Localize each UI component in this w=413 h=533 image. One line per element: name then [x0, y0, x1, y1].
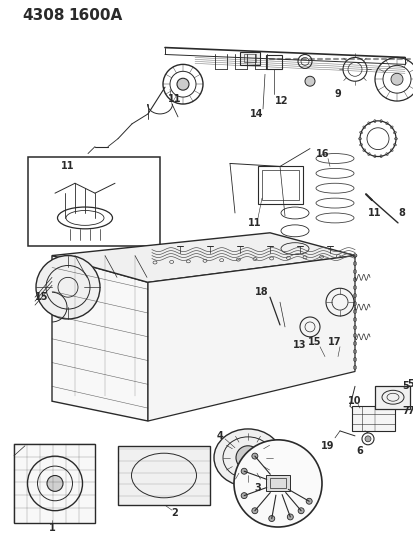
Circle shape: [390, 74, 402, 85]
Circle shape: [306, 498, 311, 504]
Circle shape: [36, 256, 100, 319]
Polygon shape: [374, 386, 409, 409]
Bar: [240, 52, 259, 66]
Text: 1: 1: [48, 523, 55, 533]
Circle shape: [233, 440, 321, 527]
Circle shape: [297, 508, 304, 514]
Text: 17: 17: [328, 337, 341, 347]
Circle shape: [177, 78, 189, 90]
Text: 6: 6: [356, 446, 363, 456]
Text: 10: 10: [347, 396, 361, 406]
Polygon shape: [52, 233, 354, 282]
Text: 7: 7: [402, 406, 408, 416]
Text: 15: 15: [308, 337, 321, 347]
Polygon shape: [52, 256, 147, 421]
Polygon shape: [14, 444, 95, 523]
Text: 4308: 4308: [22, 9, 64, 23]
Circle shape: [241, 469, 247, 474]
Text: 16: 16: [316, 149, 329, 158]
Text: 14: 14: [249, 109, 263, 119]
Text: 5: 5: [402, 381, 408, 391]
Text: 1600A: 1600A: [68, 9, 122, 23]
Text: 5: 5: [406, 379, 413, 390]
Text: 3: 3: [254, 483, 261, 494]
Text: 8: 8: [398, 208, 404, 218]
Text: 18: 18: [254, 287, 268, 297]
Bar: [266, 55, 281, 69]
Text: 11: 11: [248, 218, 261, 228]
Circle shape: [241, 492, 247, 498]
Text: 12: 12: [275, 96, 288, 106]
Circle shape: [251, 453, 257, 459]
Polygon shape: [147, 256, 354, 421]
Bar: [257, 166, 302, 204]
Text: 4: 4: [216, 431, 223, 441]
Circle shape: [251, 508, 257, 514]
Text: 19: 19: [320, 441, 334, 451]
Bar: [243, 54, 255, 62]
Text: 11: 11: [61, 161, 75, 172]
Polygon shape: [118, 446, 209, 505]
Bar: [266, 475, 289, 491]
Circle shape: [287, 514, 292, 520]
Text: 13: 13: [292, 340, 306, 350]
Bar: [261, 171, 298, 200]
Bar: [28, 157, 159, 246]
Circle shape: [235, 446, 259, 470]
Circle shape: [304, 76, 314, 86]
Circle shape: [47, 475, 63, 491]
Text: 11: 11: [168, 94, 181, 104]
Ellipse shape: [214, 429, 281, 487]
Circle shape: [268, 515, 274, 521]
Text: 11: 11: [367, 208, 381, 218]
Circle shape: [364, 436, 370, 442]
Text: 7: 7: [406, 406, 413, 416]
Text: 9: 9: [334, 89, 341, 99]
Text: 2: 2: [171, 508, 178, 518]
Polygon shape: [351, 406, 394, 431]
Text: 15: 15: [35, 292, 49, 302]
Bar: [269, 479, 285, 488]
